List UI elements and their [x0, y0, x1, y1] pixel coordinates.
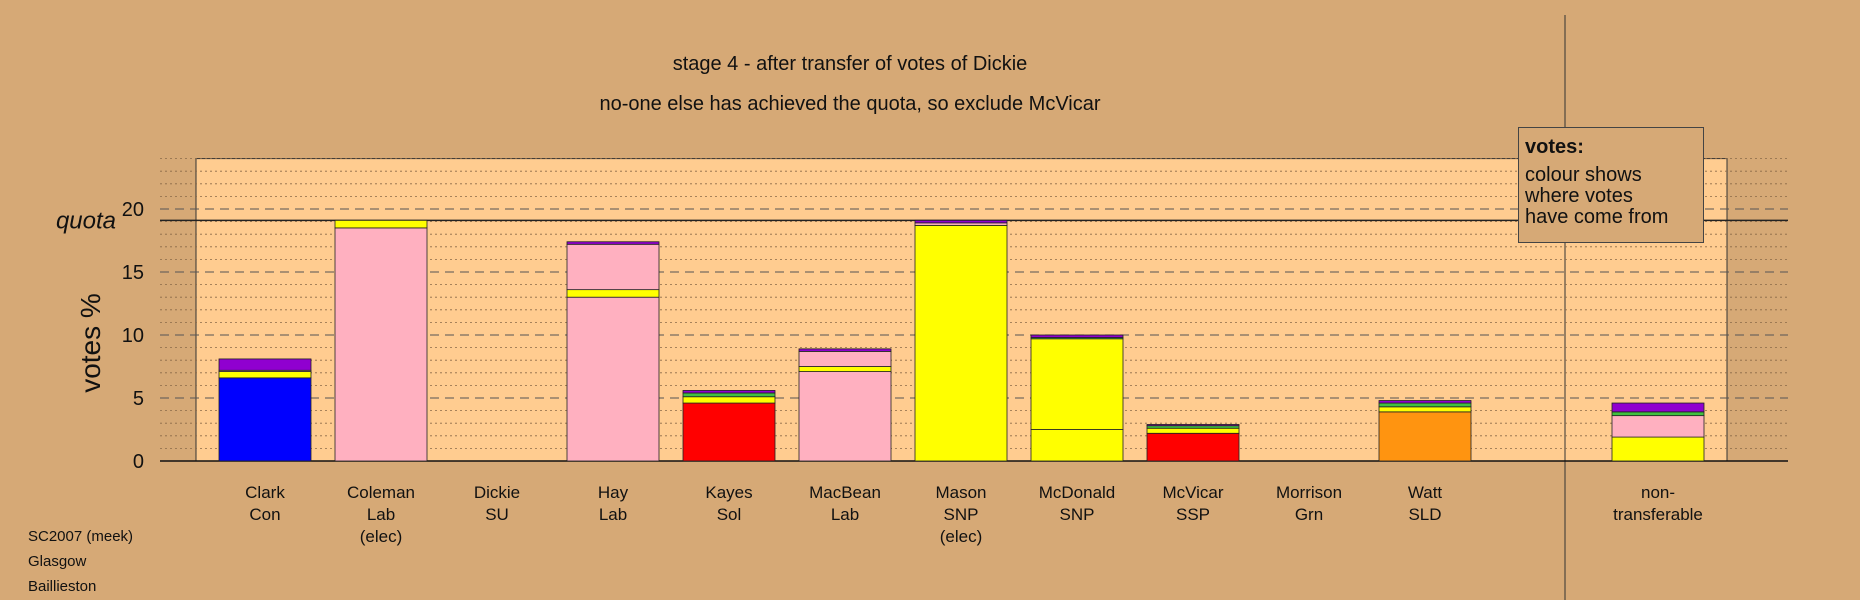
- bar-watt-segment: [1378, 400, 1472, 404]
- bar-mason-segment: [914, 224, 1008, 462]
- candidate-label: Watt: [1408, 483, 1443, 502]
- bar-mason-segment: [914, 219, 1008, 224]
- bar-hay-segment: [566, 241, 660, 245]
- candidate-label: Clark: [245, 483, 285, 502]
- candidate-label: SNP: [944, 505, 979, 524]
- candidate-label: SNP: [1060, 505, 1095, 524]
- candidate-label: Grn: [1295, 505, 1323, 524]
- bar-kayes-segment: [682, 390, 776, 394]
- y-tick-label: 10: [122, 325, 144, 347]
- bar-mcvicar-segment: [1146, 424, 1240, 427]
- bar-kayes-segment: [682, 396, 776, 404]
- bar-nontransferable-segment: [1611, 411, 1705, 417]
- bar-clark-segment: [218, 371, 312, 379]
- quota-label: quota: [56, 207, 116, 234]
- legend-line: have come from: [1525, 206, 1669, 228]
- bar-mcdonald-segment: [1030, 338, 1124, 430]
- bar-hay-segment: [566, 296, 660, 462]
- y-tick-label: 15: [122, 262, 144, 284]
- chart-title: stage 4 - after transfer of votes of Dic…: [672, 53, 1028, 75]
- nontransferable-label: non-: [1641, 483, 1675, 502]
- candidate-label: Hay: [598, 483, 629, 502]
- candidate-label: Lab: [831, 505, 859, 524]
- bar-watt-segment: [1378, 406, 1472, 413]
- bar-nontransferable-segment: [1611, 415, 1705, 438]
- bar-clark-segment: [218, 358, 312, 371]
- bar-watt-segment: [1378, 402, 1472, 408]
- candidate-label: Lab: [367, 505, 395, 524]
- bar-mcdonald-segment: [1030, 429, 1124, 462]
- candidate-label: SSP: [1176, 505, 1210, 524]
- bar-macbean-segment: [798, 348, 892, 352]
- footer-region: Glasgow: [28, 553, 87, 570]
- candidate-label: Dickie: [474, 483, 520, 502]
- nontransferable-label: transferable: [1613, 505, 1703, 524]
- candidate-label: Mason: [935, 483, 986, 502]
- candidate-label: Morrison: [1276, 483, 1342, 502]
- bar-coleman-segment: [334, 227, 428, 462]
- bar-kayes-segment: [682, 402, 776, 462]
- bar-nontransferable-segment: [1611, 402, 1705, 413]
- bar-mcvicar-segment: [1146, 432, 1240, 462]
- candidate-label: MacBean: [809, 483, 881, 502]
- bar-watt-segment: [1378, 411, 1472, 462]
- candidate-label: Lab: [599, 505, 627, 524]
- candidate-label: McDonald: [1039, 483, 1116, 502]
- bar-coleman-segment: [334, 219, 428, 229]
- candidate-label: (elec): [940, 527, 983, 546]
- bar-kayes-segment: [682, 392, 776, 398]
- footer-source: SC2007 (meek): [28, 528, 134, 545]
- bar-macbean-segment: [798, 371, 892, 462]
- footer-constituency: Baillieston: [28, 578, 97, 595]
- legend-line: colour shows: [1525, 164, 1642, 186]
- bar-clark-segment: [218, 377, 312, 462]
- candidate-label: McVicar: [1162, 483, 1223, 502]
- legend: votes: colour shows where votes have com…: [1518, 127, 1704, 243]
- y-axis-label: votes %: [75, 293, 106, 393]
- bar-hay-segment: [566, 243, 660, 291]
- y-tick-label: 20: [122, 199, 144, 221]
- bar-macbean-segment: [798, 366, 892, 372]
- chart-subtitle: no-one else has achieved the quota, so e…: [599, 93, 1101, 115]
- bar-hay-segment: [566, 289, 660, 298]
- bar-nontransferable-segment: [1611, 436, 1705, 462]
- legend-title: votes:: [1525, 136, 1584, 158]
- bar-macbean-segment: [798, 350, 892, 367]
- candidate-label: (elec): [360, 527, 403, 546]
- bar-mcvicar-segment: [1146, 427, 1240, 434]
- candidate-label: Kayes: [705, 483, 752, 502]
- candidate-label: Coleman: [347, 483, 415, 502]
- candidate-label: SU: [485, 505, 509, 524]
- candidate-label: Sol: [717, 505, 742, 524]
- bar-mcdonald-segment: [1030, 334, 1124, 338]
- y-tick-label: 0: [133, 451, 144, 473]
- legend-line: where votes: [1525, 185, 1633, 207]
- y-tick-label: 5: [133, 388, 144, 410]
- candidate-label: Con: [249, 505, 280, 524]
- candidate-label: SLD: [1408, 505, 1441, 524]
